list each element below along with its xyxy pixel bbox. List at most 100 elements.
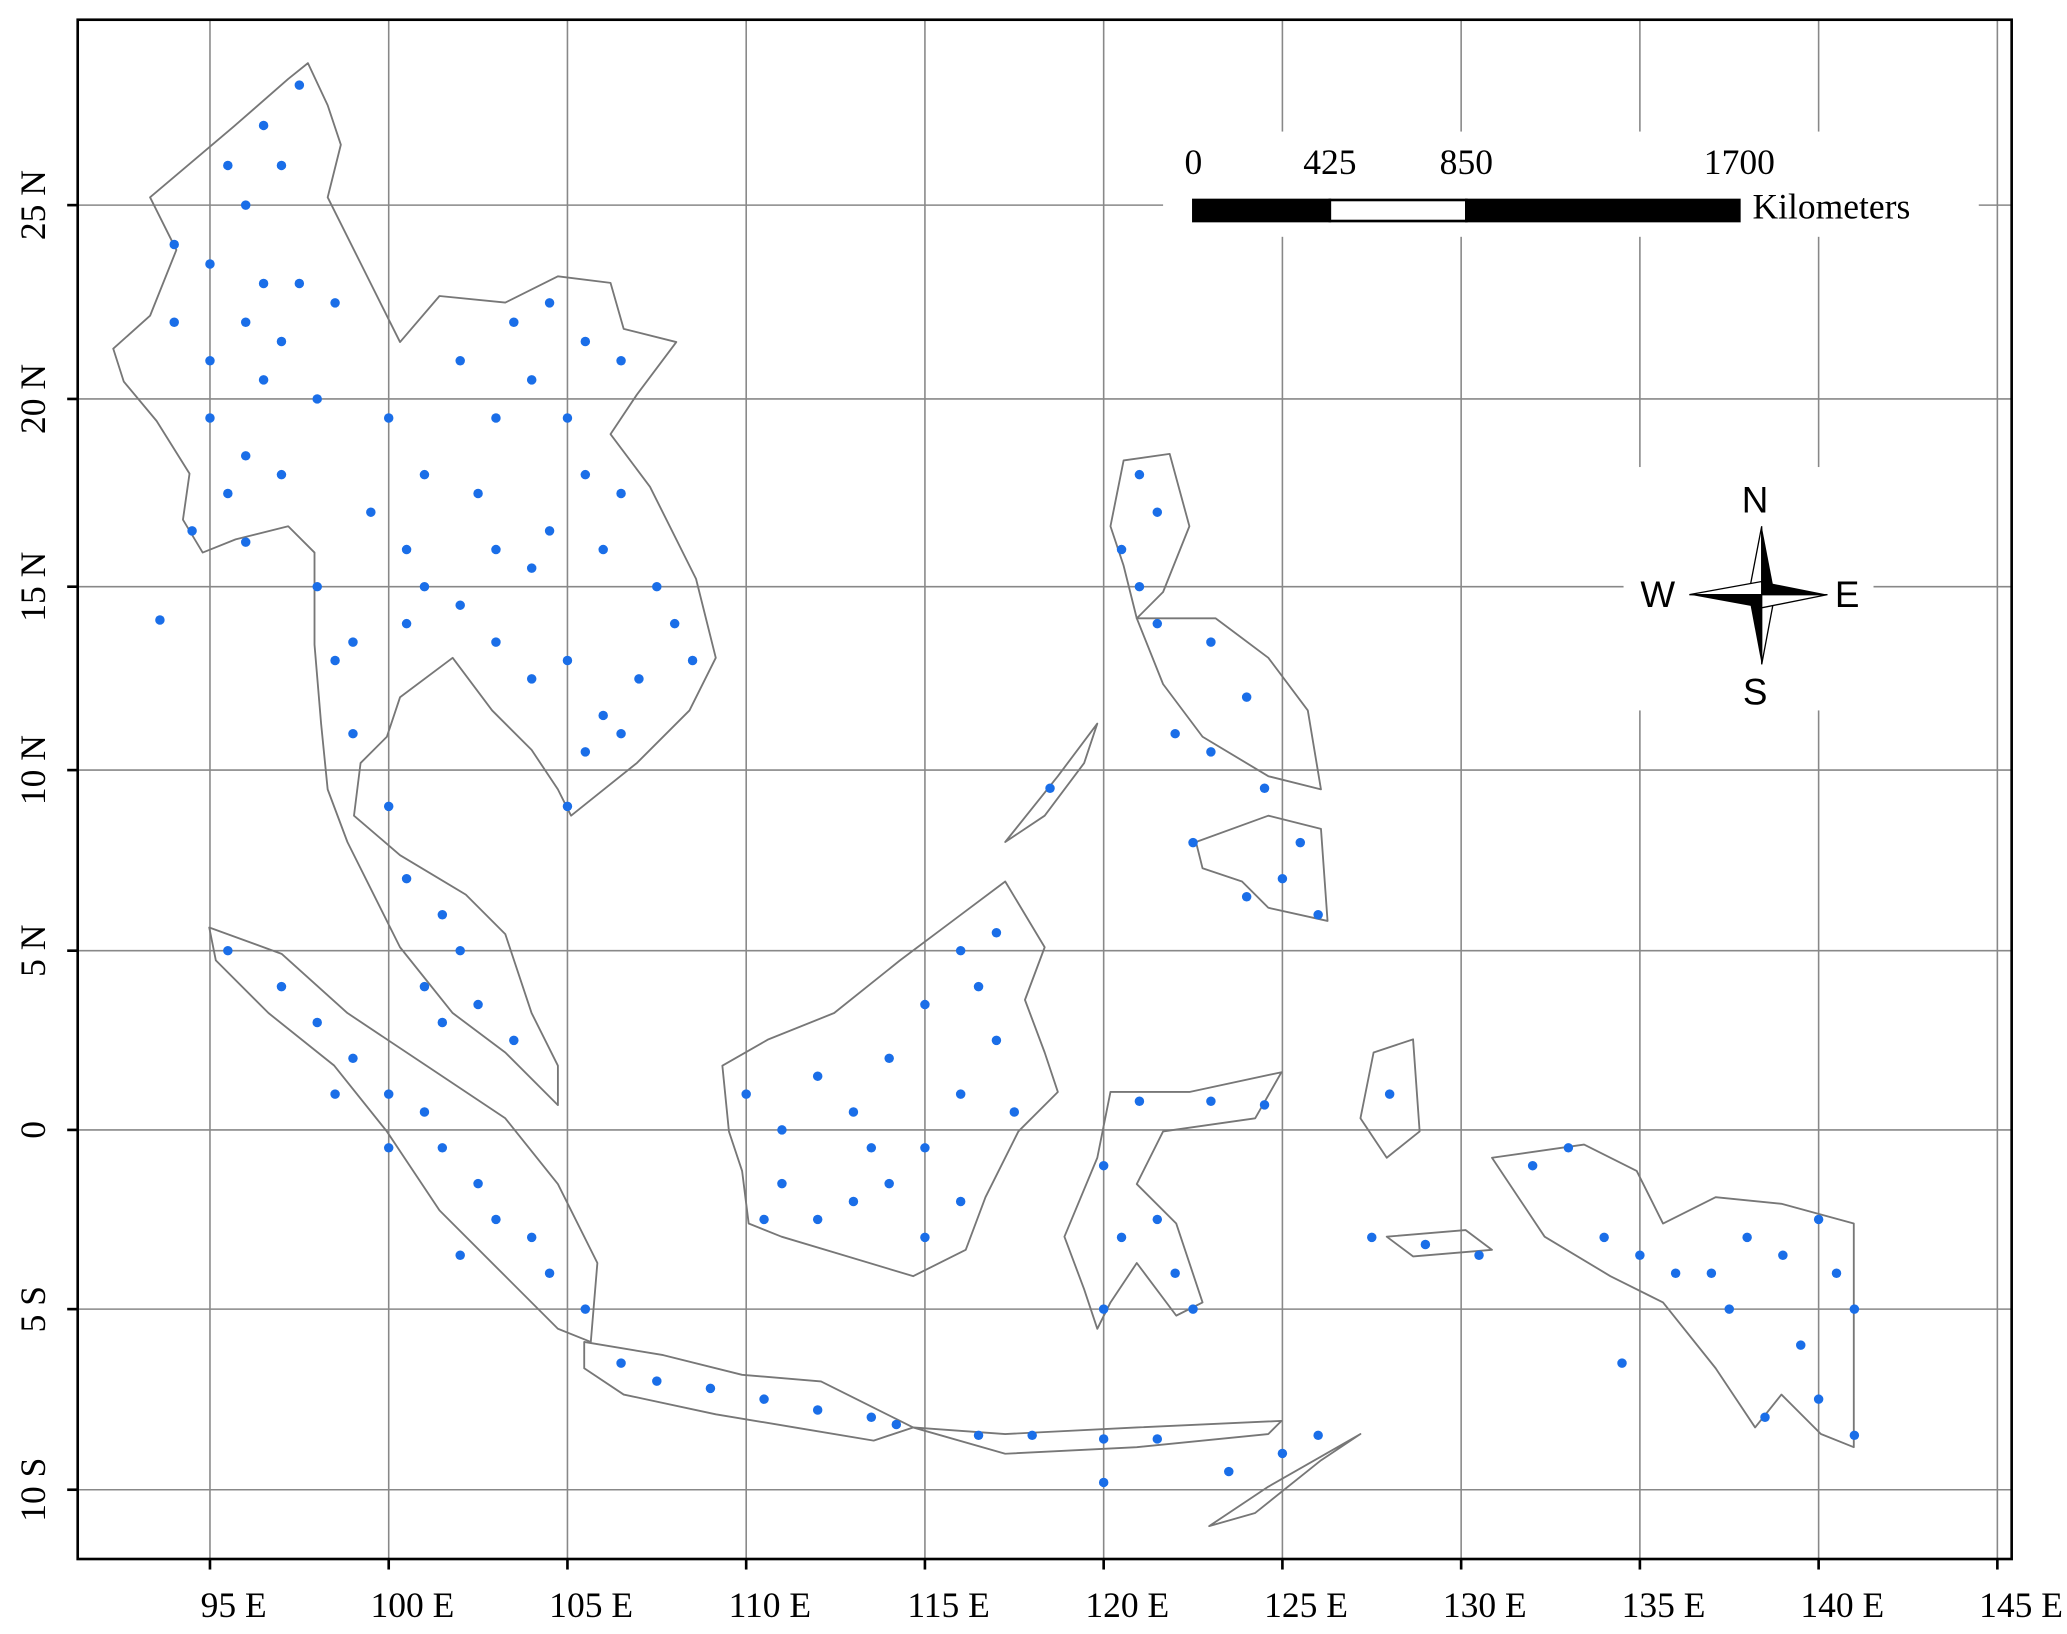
sample-point (616, 488, 626, 499)
sample-point (473, 999, 483, 1010)
sample-point (616, 355, 626, 366)
x-tick-label: 145 E (1979, 1585, 2063, 1625)
sample-point (1295, 837, 1306, 848)
sample-point (1045, 783, 1055, 793)
sample-point (276, 336, 287, 347)
sample-point (920, 1143, 930, 1153)
sample-point (383, 413, 394, 423)
sample-point (437, 1017, 448, 1028)
sample-point (598, 710, 608, 721)
y-tick-label: 15 N (13, 552, 53, 622)
sample-point (383, 801, 394, 812)
y-tick-label: 0 (13, 1121, 53, 1139)
sample-point (526, 563, 537, 573)
sample-point (1617, 1358, 1627, 1368)
sample-point (1206, 1096, 1216, 1107)
sample-point (509, 317, 519, 327)
sample-point (1241, 692, 1252, 702)
points (155, 80, 1860, 1488)
sample-point (1152, 507, 1163, 517)
sample-point (1563, 1143, 1574, 1153)
visayas-coast (1135, 617, 1322, 791)
sample-point (580, 747, 591, 757)
sample-point (1259, 1100, 1270, 1110)
sample-point (1134, 1096, 1145, 1107)
sample-point (652, 1376, 662, 1386)
sample-point (848, 1107, 859, 1117)
sample-point (1831, 1268, 1842, 1278)
sample-point (687, 655, 698, 666)
sample-point (276, 469, 287, 480)
mainland-coast (112, 62, 717, 1107)
scale-bar: Kilometers 0 425 850 1700 (1184, 142, 1910, 227)
sample-point (1313, 909, 1323, 920)
sample-point (1098, 1304, 1109, 1314)
sample-point (1098, 1477, 1109, 1488)
sample-point (1098, 1160, 1109, 1171)
sample-point (1170, 728, 1180, 739)
palawan-coast (1004, 722, 1099, 843)
sample-point (526, 375, 537, 385)
y-tick-label: 25 N (13, 170, 53, 240)
sample-point (437, 1143, 448, 1153)
sample-point (223, 488, 233, 499)
sample-point (544, 298, 555, 308)
scale-tick-label: 0 (1184, 142, 1202, 182)
sample-point (1170, 1268, 1180, 1278)
sample-point (598, 544, 608, 555)
compass-south: S (1743, 671, 1768, 712)
sample-point (205, 413, 215, 423)
sample-point (1706, 1268, 1717, 1278)
sample-point (240, 317, 251, 327)
sample-point (1188, 837, 1198, 848)
sample-point (1420, 1239, 1431, 1250)
map-frame (76, 18, 2013, 1561)
sample-point (155, 615, 165, 625)
sample-point (973, 1430, 984, 1441)
scale-tick-label: 425 (1303, 142, 1356, 182)
sample-point (777, 1125, 787, 1135)
sample-point (1152, 1214, 1163, 1225)
sample-point (526, 674, 537, 684)
sample-point (848, 1196, 859, 1207)
sample-point (491, 544, 501, 555)
sample-point (616, 1358, 626, 1368)
sample-point (312, 394, 322, 404)
coastlines (112, 62, 1855, 1528)
sample-point (741, 1089, 751, 1099)
sample-point (1152, 1434, 1163, 1444)
compass-north: N (1742, 479, 1769, 520)
x-tick-label: 105 E (549, 1585, 633, 1625)
sample-point (991, 927, 1002, 938)
x-tick-label: 125 E (1264, 1585, 1348, 1625)
lesser-sunda-coast (912, 1419, 1283, 1455)
sample-point (455, 1250, 465, 1261)
sample-point (455, 945, 465, 956)
sample-point (187, 526, 197, 536)
sample-point (258, 375, 269, 385)
sample-point (455, 355, 465, 366)
sample-point (169, 239, 179, 250)
sample-point (891, 1419, 902, 1430)
sample-point (330, 298, 340, 308)
grid (77, 19, 2012, 1560)
sample-point (580, 469, 591, 480)
sample-point (1635, 1250, 1645, 1261)
compass-west: W (1640, 574, 1675, 615)
sample-point (1599, 1232, 1609, 1243)
sample-point (455, 600, 465, 610)
sample-point (1259, 783, 1270, 793)
sample-point (1527, 1160, 1538, 1171)
sample-point (383, 1089, 394, 1099)
sample-point (1384, 1089, 1395, 1099)
sample-point (544, 526, 555, 536)
sample-point (616, 728, 626, 739)
sample-point (1813, 1394, 1824, 1404)
luzon-coast (1109, 452, 1191, 620)
sample-point (920, 1232, 930, 1243)
timor-coast (1208, 1433, 1362, 1528)
sample-point (955, 1089, 966, 1099)
sample-point (491, 1214, 501, 1225)
sample-point (1849, 1430, 1860, 1441)
sample-point (401, 544, 412, 555)
